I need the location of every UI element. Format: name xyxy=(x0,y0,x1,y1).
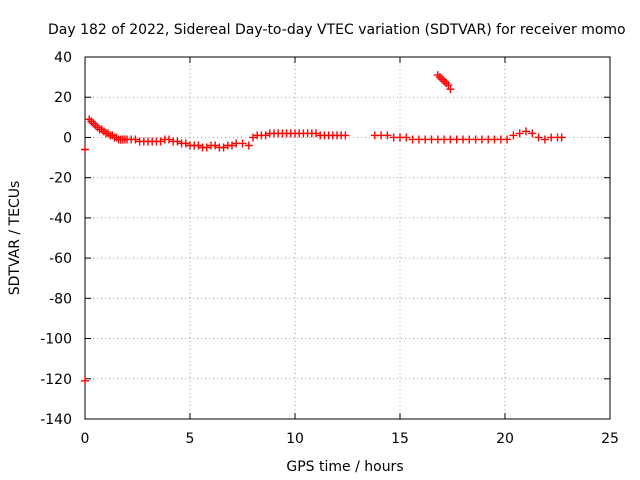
data-point xyxy=(503,135,512,144)
data-point xyxy=(557,133,566,142)
data-point xyxy=(244,141,253,150)
data-point xyxy=(89,119,98,128)
data-point xyxy=(165,135,173,144)
data-point xyxy=(131,135,140,144)
data-point xyxy=(181,139,190,148)
data-point xyxy=(112,133,121,142)
y-tick-label: 40 xyxy=(54,50,72,66)
data-point xyxy=(238,139,247,148)
chart-title: Day 182 of 2022, Sidereal Day-to-day VTE… xyxy=(48,22,626,38)
data-point xyxy=(509,131,518,140)
data-point xyxy=(228,141,236,150)
data-point xyxy=(534,133,543,142)
data-point xyxy=(515,129,524,138)
data-point xyxy=(528,129,537,138)
y-tick-label: -20 xyxy=(49,171,72,187)
x-tick-label: 15 xyxy=(391,431,409,447)
y-tick-label: 20 xyxy=(54,90,72,106)
x-tick-label: 25 xyxy=(601,431,619,447)
data-point xyxy=(249,133,257,142)
data-point xyxy=(402,133,411,142)
x-axis-label: GPS time / hours xyxy=(286,459,403,475)
x-tick-label: 10 xyxy=(286,431,304,447)
data-point xyxy=(219,143,228,152)
data-point xyxy=(156,137,165,146)
data-point xyxy=(81,145,89,154)
y-axis-label: SDTVAR / TECUs xyxy=(7,181,23,296)
data-point xyxy=(202,143,211,152)
data-point xyxy=(99,127,108,136)
x-axis-ticks: 0 5 10 15 20 25 xyxy=(81,57,619,447)
y-tick-label: -140 xyxy=(40,412,72,428)
y-axis-ticks: 40 20 0 -20 -40 -60 -80 -100 -120 -140 xyxy=(40,50,610,428)
data-point xyxy=(104,129,113,138)
data-point xyxy=(261,131,270,140)
data-point xyxy=(211,141,220,150)
data-point xyxy=(341,131,350,140)
data-point xyxy=(91,121,100,130)
data-point xyxy=(444,81,453,90)
y-tick-label: -120 xyxy=(40,372,72,388)
data-point xyxy=(540,135,549,144)
data-point xyxy=(383,131,392,140)
data-point xyxy=(81,376,89,385)
plot-frame xyxy=(84,56,611,420)
data-point xyxy=(93,123,102,132)
x-tick-label: 0 xyxy=(81,431,90,447)
y-tick-label: -80 xyxy=(49,291,72,307)
x-tick-label: 20 xyxy=(496,431,514,447)
data-points xyxy=(81,71,566,385)
data-point xyxy=(194,141,203,150)
y-tick-label: -100 xyxy=(40,332,72,348)
y-tick-label: -60 xyxy=(49,251,72,267)
grid-lines xyxy=(85,57,610,419)
data-point xyxy=(522,127,530,136)
data-point xyxy=(312,129,320,138)
x-tick-label: 5 xyxy=(186,431,195,447)
y-tick-label: 0 xyxy=(63,130,72,146)
data-point xyxy=(173,137,182,146)
data-point xyxy=(446,85,455,94)
y-tick-label: -40 xyxy=(49,211,72,227)
